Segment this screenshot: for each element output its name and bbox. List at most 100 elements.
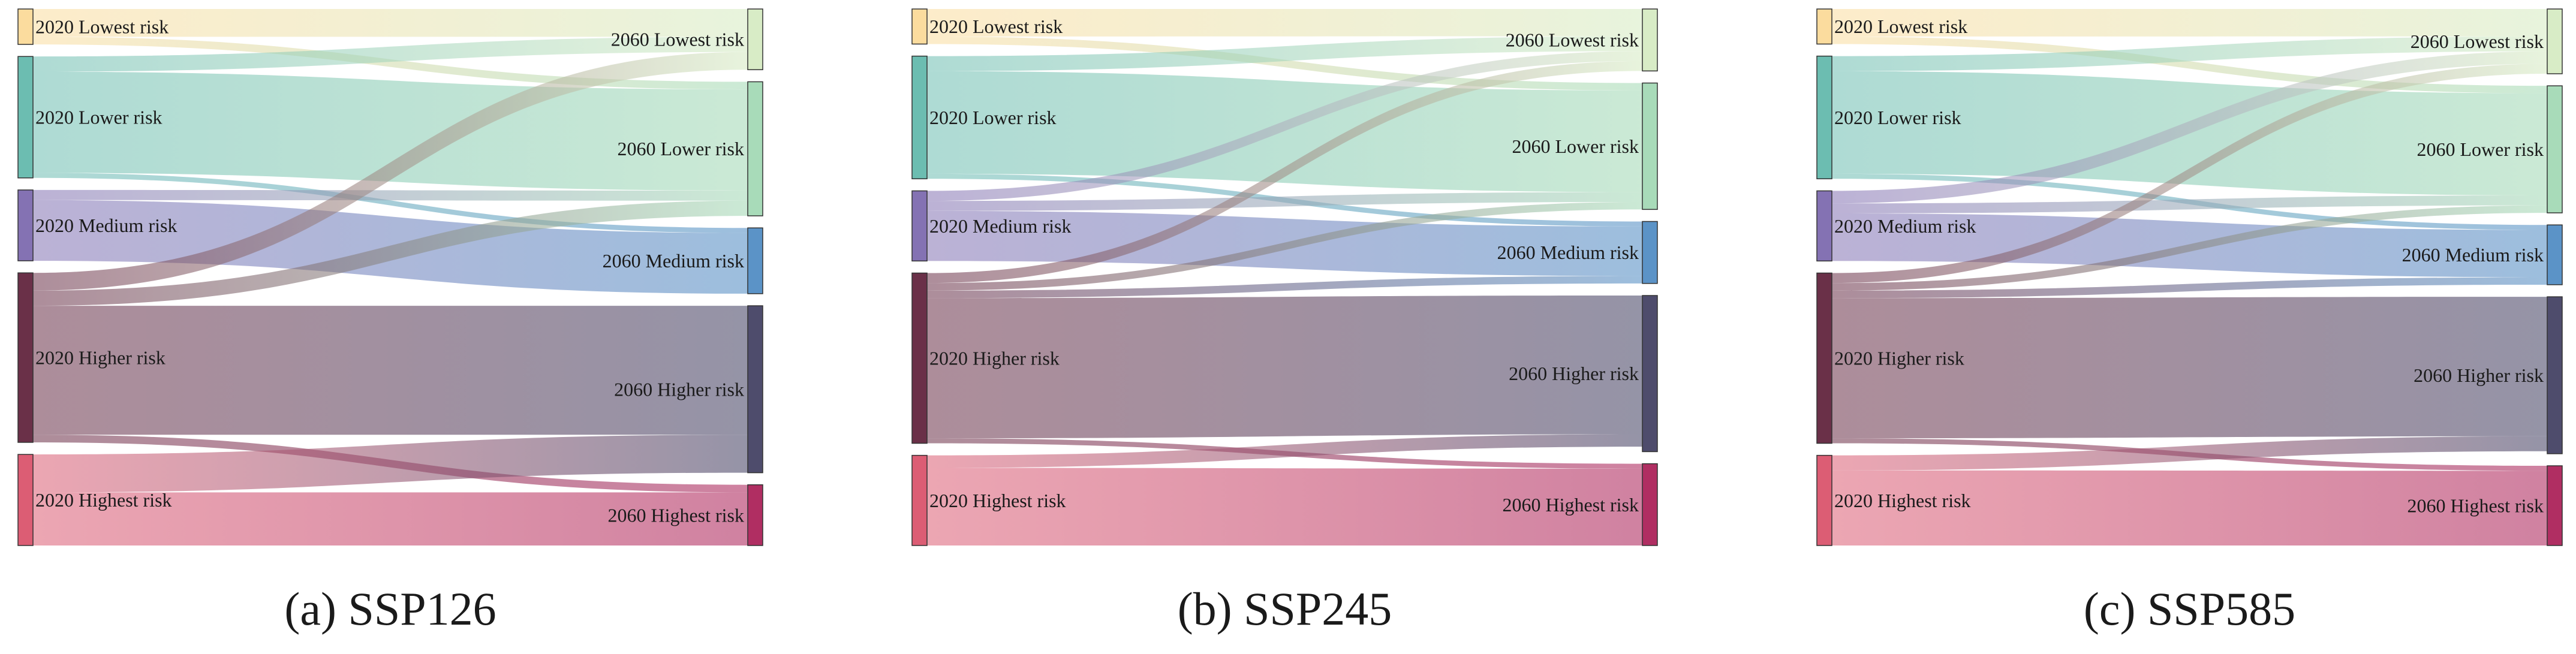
sankey-nodes: 2020 Lowest risk 2020 Lower risk 2020 Medi… — [911, 8, 1658, 546]
node-2020-higher — [1816, 272, 1832, 444]
node-2060-higher — [2547, 296, 2563, 454]
label-2020-lower: 2020 Lower risk — [1834, 107, 1961, 128]
label-2020-highest: 2020 Highest risk — [35, 489, 172, 511]
label-2020-lower: 2020 Lower risk — [929, 107, 1057, 128]
flow-medium-to-lower — [33, 189, 748, 201]
node-2020-lowest — [1816, 8, 1832, 45]
label-2060-lowest: 2060 Lowest risk — [611, 29, 744, 50]
node-2020-lower — [1816, 55, 1832, 180]
label-2060-lower: 2060 Lower risk — [617, 138, 744, 159]
flow-lower-to-medium — [33, 173, 748, 233]
node-2060-lowest — [2547, 8, 2563, 74]
flow-higher-to-lower — [927, 201, 1642, 291]
node-2060-lower — [1642, 82, 1658, 210]
flow-medium-to-lowest — [927, 51, 1642, 201]
node-2020-lower — [911, 55, 928, 180]
label-2020-highest: 2020 Highest risk — [929, 490, 1066, 511]
flow-highest-to-highest — [927, 468, 1642, 545]
node-2020-lower — [17, 56, 34, 179]
flow-lowest-to-lower — [927, 36, 1642, 91]
node-2020-lowest — [17, 8, 34, 45]
flow-lowest-to-lower — [1832, 36, 2547, 94]
node-2020-highest — [911, 454, 928, 546]
flow-higher-to-lower — [1832, 205, 2547, 291]
panel-caption: (b) SSP245 — [1178, 583, 1392, 635]
label-2060-lower: 2060 Lower risk — [2416, 138, 2544, 160]
label-2060-higher: 2060 Higher risk — [2414, 364, 2544, 386]
label-2060-medium: 2060 Medium risk — [603, 250, 744, 272]
label-2020-higher: 2020 Higher risk — [1834, 347, 1964, 369]
label-2060-highest: 2060 Highest risk — [1502, 494, 1639, 516]
flow-lower-to-lower — [33, 71, 748, 191]
flow-higher-to-higher — [33, 306, 748, 435]
sankey-nodes: 2020 Lowest risk 2020 Lower risk 2020 Medi… — [1816, 8, 2563, 546]
node-2020-medium — [1816, 190, 1832, 262]
node-2020-highest — [1816, 454, 1832, 546]
label-2020-lowest: 2020 Lowest risk — [929, 16, 1063, 37]
node-2060-lowest — [1642, 8, 1658, 72]
label-2020-higher: 2020 Higher risk — [929, 347, 1060, 369]
label-2020-medium: 2020 Medium risk — [929, 215, 1071, 237]
node-2020-lowest — [911, 8, 928, 45]
node-2060-medium — [747, 227, 763, 294]
label-2060-medium: 2060 Medium risk — [2402, 244, 2544, 266]
flow-medium-to-lowest — [1832, 51, 2547, 204]
label-2060-higher: 2060 Higher risk — [1509, 363, 1639, 384]
node-2060-lower — [747, 81, 763, 216]
flow-lower-to-lowest — [33, 37, 748, 72]
sankey-panel-ssp245: 2020 Lowest risk 2020 Lower risk 2020 Medi… — [911, 8, 1658, 635]
label-2020-highest: 2020 Highest risk — [1834, 490, 1971, 511]
flow-lower-to-lower — [927, 71, 1642, 192]
node-2060-medium — [1642, 221, 1658, 284]
label-2020-medium: 2020 Medium risk — [35, 215, 177, 236]
flow-higher-to-higher — [927, 295, 1642, 439]
panel-caption: (a) SSP126 — [284, 583, 496, 635]
flow-medium-to-lower — [1832, 195, 2547, 213]
flow-highest-to-highest — [1832, 470, 2547, 545]
label-2020-lowest: 2020 Lowest risk — [1834, 16, 1967, 37]
flow-medium-to-lower — [927, 192, 1642, 211]
flow-lower-to-lowest — [927, 36, 1642, 71]
label-2060-highest: 2060 Highest risk — [607, 504, 744, 526]
label-2060-medium: 2060 Medium risk — [1497, 242, 1639, 263]
flow-higher-to-medium — [927, 276, 1642, 299]
label-2020-lowest: 2020 Lowest risk — [35, 16, 168, 38]
sankey-links — [927, 9, 1642, 545]
node-2060-medium — [2547, 224, 2563, 285]
sankey-nodes: 2020 Lowest risk 2020 Lower risk 2020 Medi… — [17, 8, 763, 546]
flow-higher-to-lowest — [927, 61, 1642, 284]
flow-higher-to-medium — [1832, 277, 2547, 299]
label-2020-lower: 2020 Lower risk — [35, 106, 162, 128]
label-2060-higher: 2060 Higher risk — [614, 378, 744, 400]
flow-higher-to-lower — [33, 200, 748, 306]
label-2060-lowest: 2060 Lowest risk — [1506, 29, 1639, 51]
label-2060-lowest: 2060 Lowest risk — [2411, 31, 2544, 52]
label-2060-lower: 2060 Lower risk — [1512, 135, 1639, 157]
flow-lowest-to-lowest — [927, 9, 1642, 37]
label-2020-higher: 2020 Higher risk — [35, 347, 165, 369]
flow-higher-to-lowest — [1832, 64, 2547, 284]
flow-highest-to-higher — [33, 435, 748, 493]
flow-highest-to-higher — [1832, 436, 2547, 471]
node-2060-lowest — [747, 8, 763, 71]
node-2020-medium — [17, 189, 34, 261]
flow-lower-to-lowest — [1832, 36, 2547, 71]
sankey-panel-ssp126: 2020 Lowest risk 2020 Lower risk 2020 Medi… — [17, 8, 763, 635]
node-2060-highest — [747, 484, 763, 546]
flow-highest-to-higher — [927, 434, 1642, 468]
node-2020-medium — [911, 190, 928, 262]
flow-lowest-to-lowest — [33, 9, 748, 37]
flow-higher-to-lowest — [33, 52, 748, 291]
sankey-panel-ssp585: 2020 Lowest risk 2020 Lower risk 2020 Medi… — [1816, 8, 2563, 635]
node-2060-higher — [1642, 295, 1658, 453]
panel-caption: (c) SSP585 — [2084, 583, 2295, 635]
flow-lowest-to-lower — [33, 37, 748, 90]
label-2060-highest: 2060 Highest risk — [2407, 495, 2544, 517]
flow-higher-to-higher — [1832, 297, 2547, 439]
node-2020-higher — [17, 272, 34, 443]
flow-highest-to-highest — [33, 492, 748, 545]
sankey-links — [33, 9, 748, 545]
node-2060-lower — [2547, 85, 2563, 213]
label-2020-medium: 2020 Medium risk — [1834, 215, 1976, 237]
